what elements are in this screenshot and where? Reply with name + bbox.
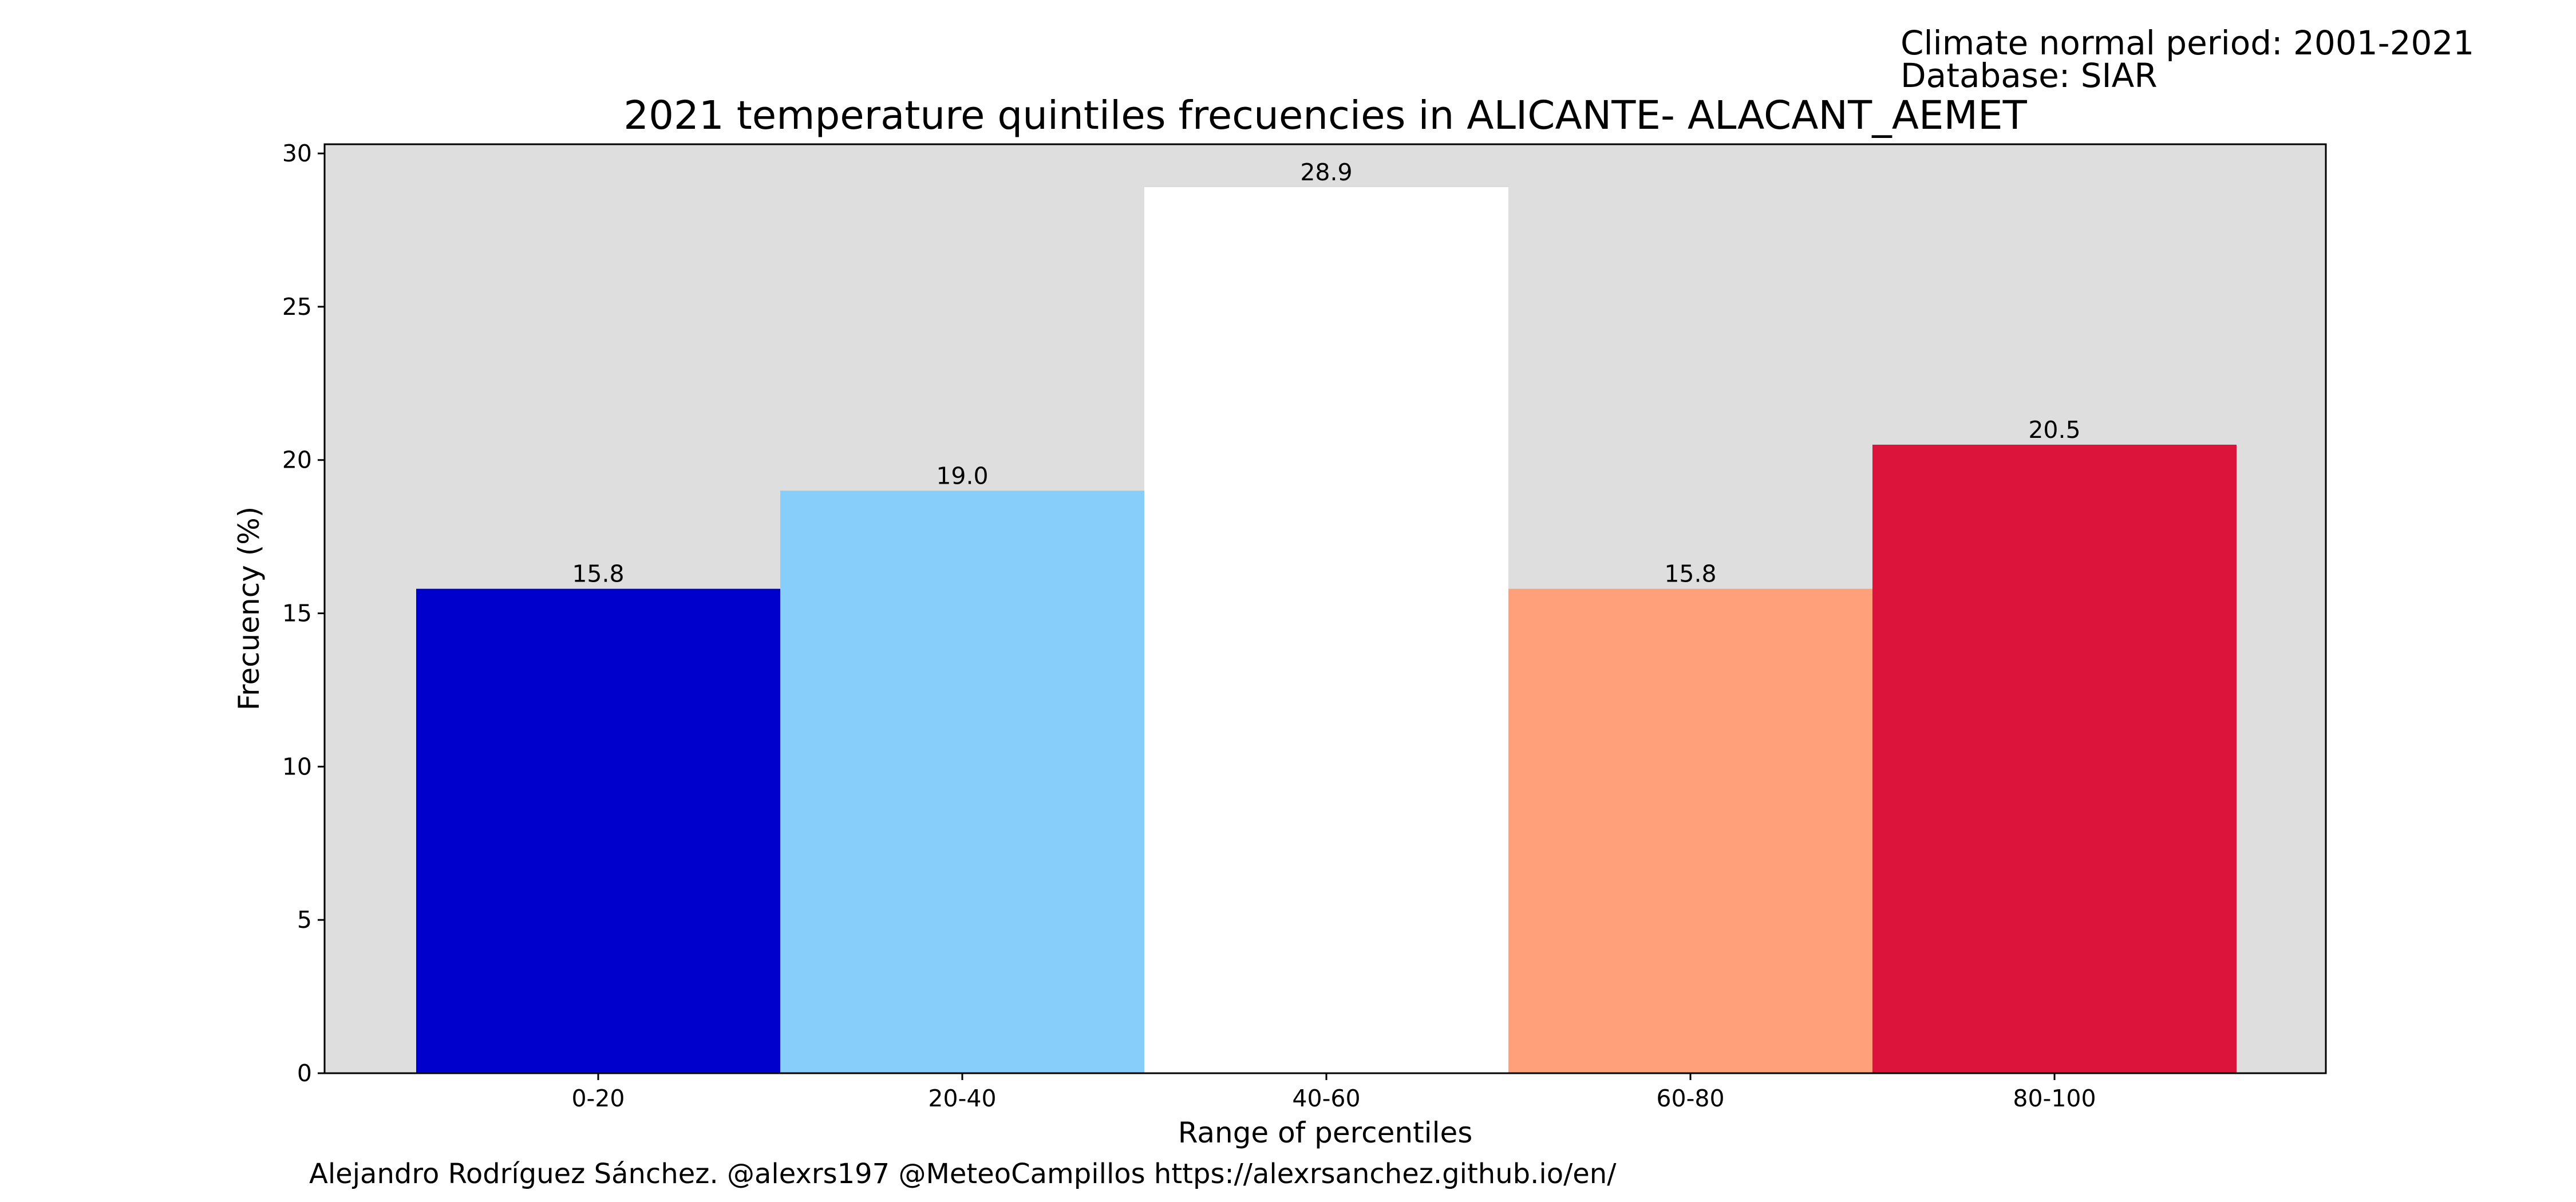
bar-40-60 — [1144, 187, 1508, 1073]
data-label-40-60: 28.9 — [1300, 159, 1352, 186]
y-tick-label: 0 — [297, 1059, 312, 1087]
y-tick-label: 25 — [282, 293, 312, 321]
data-label-80-100: 20.5 — [2028, 416, 2080, 444]
x-axis: 0-20 20-40 40-60 60-80 80-100 — [571, 1073, 2096, 1112]
climate-period-text: Climate normal period: 2001-2021 — [1901, 23, 2474, 62]
x-tick-label: 20-40 — [928, 1085, 996, 1112]
y-axis: 0 5 10 15 20 25 30 — [282, 140, 325, 1087]
data-labels-group: 15.8 19.0 28.9 15.8 20.5 — [572, 159, 2080, 588]
data-label-20-40: 19.0 — [936, 462, 988, 489]
bar-60-80 — [1508, 588, 1872, 1073]
x-axis-title: Range of percentiles — [1178, 1116, 1473, 1149]
y-tick-label: 10 — [282, 753, 312, 780]
author-credit: Alejandro Rodríguez Sánchez. @alexrs197 … — [309, 1158, 1617, 1190]
bars-group — [416, 187, 2237, 1073]
bar-20-40 — [780, 491, 1144, 1073]
x-tick-label: 80-100 — [2013, 1085, 2096, 1112]
y-tick-label: 30 — [282, 140, 312, 167]
data-label-60-80: 15.8 — [1664, 560, 1716, 588]
database-text: Database: SIAR — [1901, 56, 2158, 95]
y-tick-label: 5 — [297, 906, 312, 934]
x-tick-label: 0-20 — [571, 1085, 625, 1112]
y-tick-label: 15 — [282, 600, 312, 627]
data-label-0-20: 15.8 — [572, 560, 624, 588]
y-axis-title: Frecuency (%) — [232, 507, 266, 710]
plot-frame — [323, 143, 2327, 1074]
chart-title: 2021 temperature quintiles frecuencies i… — [623, 93, 2027, 139]
bar-0-20 — [416, 588, 780, 1073]
y-tick-label: 20 — [282, 446, 312, 474]
x-tick-label: 60-80 — [1656, 1085, 1724, 1112]
bar-80-100 — [1872, 444, 2237, 1073]
x-tick-label: 40-60 — [1292, 1085, 1360, 1112]
